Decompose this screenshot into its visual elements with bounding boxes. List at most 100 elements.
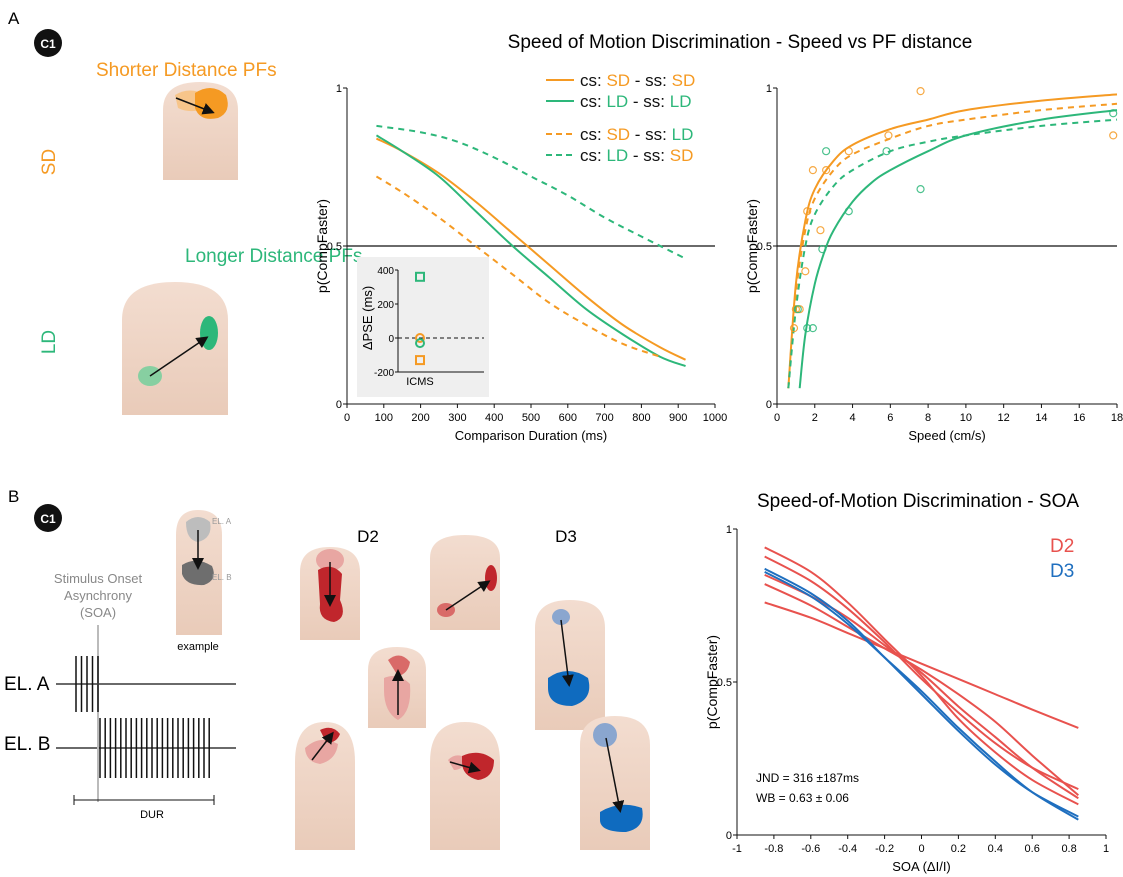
x-tick-label: -0.8: [764, 843, 783, 855]
legend-entry: cs: SD - ss: SD: [580, 71, 695, 90]
legend-entry: cs: SD - ss: LD: [580, 125, 693, 144]
x-tick-label: 18: [1111, 412, 1123, 424]
el-a-label: EL. A: [4, 674, 50, 695]
series-line: [375, 137, 687, 361]
data-point: [801, 267, 810, 276]
legend-entry: cs: LD - ss: LD: [580, 92, 691, 111]
series-line: [787, 93, 1118, 389]
y-tick-label: 0: [726, 830, 732, 842]
data-point: [822, 147, 831, 156]
data-point: [808, 166, 817, 175]
example-label: example: [177, 641, 219, 653]
series-line: [787, 118, 1118, 389]
inset-y-tick-label: -200: [374, 368, 394, 379]
el-b-label: EL. B: [4, 734, 50, 755]
x-tick-label: 900: [669, 412, 687, 424]
series-line: [764, 570, 1079, 821]
x-axis-label: Comparison Duration (ms): [455, 428, 607, 443]
data-point: [803, 324, 812, 333]
ld-title: Longer Distance PFs: [185, 246, 362, 267]
x-tick-label: 4: [849, 412, 855, 424]
inset-y-tick-label: 0: [388, 334, 394, 345]
d3-fingertip-2: [580, 716, 650, 850]
data-point: [816, 226, 825, 235]
series-line: [764, 583, 1079, 796]
x-tick-label: 600: [559, 412, 577, 424]
y-tick-label: 0: [336, 399, 342, 411]
d2-fingertip-1: [300, 547, 360, 640]
y-axis-label: p(CompFaster): [314, 199, 330, 293]
data-point: [916, 185, 925, 194]
series-line: [764, 601, 1079, 729]
d2-fingertip-2: [430, 535, 500, 630]
data-point: [793, 305, 802, 314]
panel-b-title: Speed-of-Motion Discrimination - SOA: [757, 491, 1079, 512]
series-line: [376, 124, 687, 260]
dur-label: DUR: [140, 809, 164, 821]
series-line: [375, 134, 686, 368]
data-point: [844, 207, 853, 216]
x-axis-label: SOA (ΔI/I): [892, 859, 951, 874]
inset-y-tick-label: 200: [377, 300, 394, 311]
legend-d2: D2: [1050, 536, 1074, 557]
d3-label: D3: [555, 527, 577, 546]
data-point: [1109, 109, 1118, 118]
inset-ylabel: ΔPSE (ms): [360, 286, 375, 350]
x-tick-label: 1000: [703, 412, 727, 424]
panel-a-legend: cs: SD - ss: SD cs: LD - ss: LD cs: SD - s…: [546, 71, 695, 165]
d2-fingertip-4: [295, 722, 355, 850]
panel-a-title: Speed of Motion Discrimination - Speed v…: [508, 32, 973, 53]
svg-text:C1: C1: [40, 512, 56, 526]
x-tick-label: 0: [918, 843, 924, 855]
inset-point-square: [415, 271, 425, 282]
x-tick-label: 400: [485, 412, 503, 424]
series-line: [787, 102, 1118, 389]
y-tick-label: 1: [726, 524, 732, 536]
x-tick-label: 10: [960, 412, 972, 424]
fingertip-ld-illustration: [122, 282, 228, 415]
inset-y-tick-label: 400: [377, 266, 394, 277]
sd-side-label: SD: [39, 149, 60, 175]
series-line: [798, 109, 1118, 389]
soa-chart: -1 -0.8 -0.6 -0.4 -0.2 0 0.2 0.4 0.6 0.8 1 0 0.5 1 SOA…: [704, 524, 1109, 874]
legend-entry: cs: LD - ss: SD: [580, 146, 693, 165]
x-tick-label: 700: [595, 412, 613, 424]
legend-d3: D3: [1050, 561, 1074, 582]
x-tick-label: -1: [732, 843, 742, 855]
data-point: [803, 207, 812, 216]
x-axis-label: Speed (cm/s): [908, 428, 985, 443]
x-tick-label: -0.6: [801, 843, 820, 855]
data-point: [844, 147, 853, 156]
x-tick-label: 0.4: [988, 843, 1003, 855]
x-tick-label: 300: [448, 412, 466, 424]
series-line: [764, 546, 1079, 806]
x-tick-label: 0.6: [1025, 843, 1040, 855]
example-el-b-label: EL. B: [212, 573, 232, 582]
series-line: [375, 175, 661, 358]
x-tick-label: 0: [344, 412, 350, 424]
d3-fingertip-1: [535, 600, 605, 730]
y-axis-label: p(CompFaster): [744, 199, 760, 293]
stimulus-pulse-diagram: EL. A EL. B DUR: [4, 625, 236, 821]
x-tick-label: 12: [998, 412, 1010, 424]
y-tick-label: 1: [336, 83, 342, 95]
x-tick-label: 16: [1073, 412, 1085, 424]
x-tick-label: -0.2: [875, 843, 894, 855]
data-point: [916, 87, 925, 96]
y-tick-label: 1: [766, 83, 772, 95]
data-point: [884, 131, 893, 140]
jnd-stat: JND = 316 ±187ms: [756, 771, 859, 785]
svg-text:C1: C1: [40, 37, 56, 51]
soa-label: Stimulus Onset Asynchrony (SOA): [54, 571, 143, 620]
speed-chart: 0 2 4 6 8 10 12 14 16 18 0 0.5 1 Speed (cm/s) p(CompFa…: [744, 83, 1123, 443]
x-tick-label: 500: [522, 412, 540, 424]
c1-badge-b: C1: [34, 504, 62, 532]
y-tick-label: 0.5: [717, 677, 732, 689]
x-tick-label: 200: [411, 412, 429, 424]
x-tick-label: 1: [1103, 843, 1109, 855]
inset-point-square: [415, 355, 425, 366]
x-tick-label: 2: [812, 412, 818, 424]
data-point: [822, 166, 831, 175]
x-tick-label: -0.4: [838, 843, 857, 855]
